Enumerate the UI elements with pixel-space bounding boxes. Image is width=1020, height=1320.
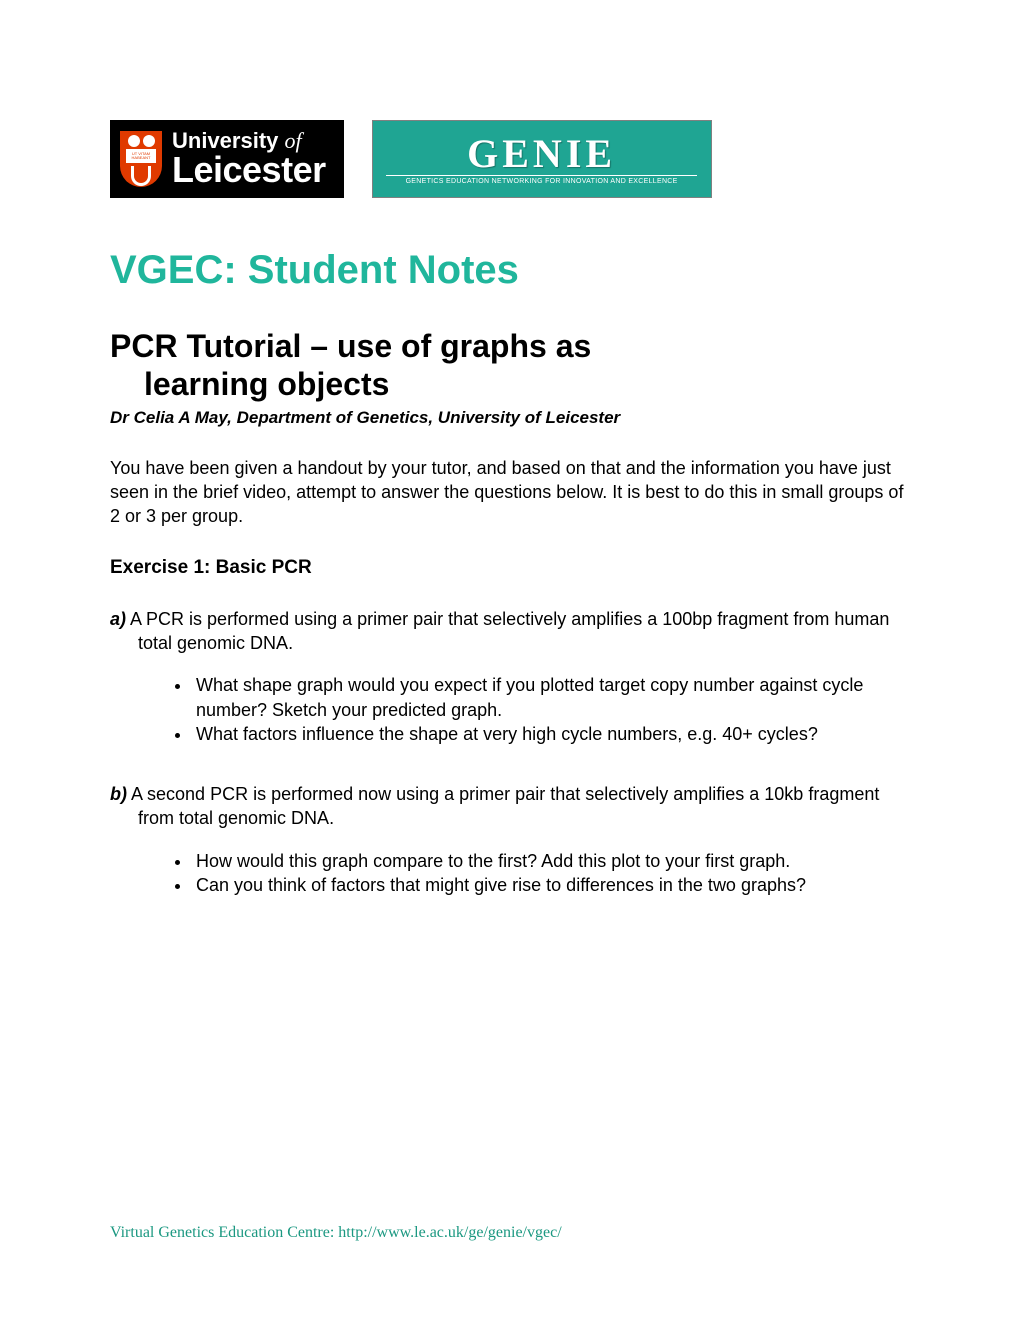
uol-wordmark: University of Leicester	[172, 130, 326, 188]
list-item: What factors influence the shape at very…	[192, 722, 910, 746]
subtitle-line2: learning objects	[110, 365, 910, 403]
question-b-bullets: How would this graph compare to the firs…	[110, 849, 910, 898]
uol-line2: Leicester	[172, 152, 326, 188]
university-of-leicester-logo: UT VITAM HABEANT University of Leicester	[110, 120, 344, 198]
page-title: VGEC: Student Notes	[110, 248, 910, 293]
question-a-text: A PCR is performed using a primer pair t…	[126, 609, 889, 653]
question-b: b) A second PCR is performed now using a…	[110, 782, 910, 831]
logo-row: UT VITAM HABEANT University of Leicester…	[110, 120, 910, 198]
genie-logo: GENIE GENETICS EDUCATION NETWORKING FOR …	[372, 120, 712, 198]
list-item: Can you think of factors that might give…	[192, 873, 910, 897]
question-a: a) A PCR is performed using a primer pai…	[110, 607, 910, 656]
list-item: What shape graph would you expect if you…	[192, 673, 910, 722]
question-a-label: a)	[110, 609, 126, 629]
uol-motto: UT VITAM HABEANT	[126, 149, 156, 163]
author-line: Dr Celia A May, Department of Genetics, …	[110, 408, 910, 428]
document-subtitle: PCR Tutorial – use of graphs as learning…	[110, 327, 910, 404]
genie-title: GENIE	[467, 134, 616, 174]
question-b-label: b)	[110, 784, 127, 804]
genie-subtitle: GENETICS EDUCATION NETWORKING FOR INNOVA…	[386, 175, 697, 185]
question-a-bullets: What shape graph would you expect if you…	[110, 673, 910, 746]
exercise-heading: Exercise 1: Basic PCR	[110, 557, 910, 579]
subtitle-line1: PCR Tutorial – use of graphs as	[110, 328, 591, 364]
list-item: How would this graph compare to the firs…	[192, 849, 910, 873]
footer-link: Virtual Genetics Education Centre: http:…	[110, 1224, 562, 1242]
uol-shield-icon: UT VITAM HABEANT	[120, 131, 162, 187]
intro-paragraph: You have been given a handout by your tu…	[110, 456, 910, 529]
question-b-text: A second PCR is performed now using a pr…	[127, 784, 879, 828]
